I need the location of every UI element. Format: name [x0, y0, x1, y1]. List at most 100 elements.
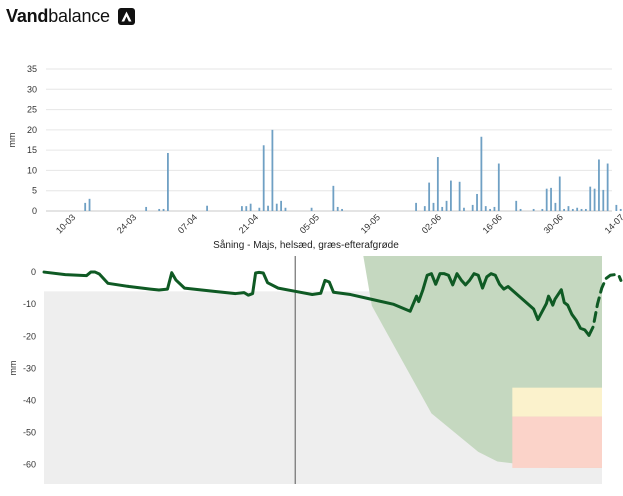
- x-tick-label: 19-05: [359, 212, 382, 235]
- rain-bar: [484, 206, 487, 211]
- rain-bar: [541, 208, 544, 211]
- precipitation-y-label: mm: [7, 133, 17, 148]
- rain-bar: [415, 202, 417, 211]
- y-tick-label: 0: [31, 267, 36, 277]
- y-tick-label: -10: [23, 299, 36, 309]
- warning-band: [512, 387, 602, 417]
- rain-bar: [450, 180, 452, 211]
- rain-bar: [515, 200, 518, 211]
- rain-bar: [284, 207, 287, 211]
- rain-bar: [280, 200, 283, 211]
- rain-bar: [275, 203, 278, 211]
- rain-bar: [249, 203, 252, 211]
- rain-bar: [480, 136, 483, 211]
- forecast-water-line: [587, 273, 623, 337]
- x-tick-label: 16-06: [481, 212, 504, 235]
- rain-bar: [550, 187, 552, 211]
- x-tick-label: 02-06: [420, 212, 443, 235]
- water-balance-line: [42, 270, 591, 337]
- rain-bar: [206, 205, 208, 211]
- rain-bar: [619, 208, 622, 211]
- rain-bar: [519, 208, 522, 211]
- rain-bar: [441, 206, 444, 211]
- precipitation-bar-chart: 0 5 10 15 20 25 30 35 10-03 24-03 07-04 21-04 05-05…: [7, 64, 623, 250]
- rain-bar: [598, 159, 600, 211]
- rain-bar: [341, 208, 343, 211]
- mountain-logo-icon: [117, 7, 135, 25]
- rain-bar: [241, 206, 243, 211]
- rain-bar: [602, 189, 605, 211]
- rain-bar: [145, 206, 148, 211]
- x-tick-label: 05-05: [298, 212, 321, 235]
- x-tick-label: 14-07: [603, 212, 623, 235]
- rain-bar: [545, 188, 548, 211]
- critical-band: [512, 416, 602, 468]
- precipitation-x-ticks: 10-03 24-03 07-04 21-04 05-05 19-05 02-06 16-06…: [54, 212, 623, 235]
- y-tick-label: 15: [27, 145, 37, 155]
- y-tick-label: 35: [27, 64, 37, 74]
- page-title: Vandbalance: [6, 5, 110, 26]
- rain-bar: [167, 152, 169, 211]
- y-tick-label: 10: [27, 165, 37, 175]
- y-tick-label: 25: [27, 105, 37, 115]
- rain-bar: [554, 202, 557, 211]
- rain-bar: [428, 182, 431, 211]
- rain-bar: [88, 198, 91, 211]
- water-balance-y-label: mm: [8, 361, 18, 376]
- rain-bar: [258, 207, 261, 211]
- app-header: Vandbalance: [6, 4, 135, 28]
- y-tick-label: -30: [23, 363, 36, 373]
- water-balance-zones: [44, 256, 602, 484]
- x-tick-label: 24-03: [115, 212, 138, 235]
- rain-bar: [580, 208, 583, 211]
- rain-bar: [567, 206, 570, 211]
- x-tick-label: 30-06: [542, 212, 565, 235]
- precipitation-grid: [46, 68, 612, 212]
- rain-bar: [310, 207, 313, 211]
- forecast-zone: [363, 256, 602, 468]
- rain-bar: [584, 208, 587, 211]
- rain-bar: [571, 208, 574, 211]
- rain-bar: [576, 207, 579, 211]
- y-tick-label: -20: [23, 331, 36, 341]
- rain-bar: [423, 206, 426, 211]
- rain-bar: [436, 157, 439, 211]
- x-tick-label: 21-04: [237, 212, 260, 235]
- rain-bar: [267, 205, 269, 211]
- rain-bar: [336, 206, 339, 211]
- water-balance-y-ticks: 0 -10 -20 -30 -40 -50 -60: [23, 267, 36, 470]
- y-tick-label: 0: [32, 206, 37, 216]
- rain-bar: [162, 208, 165, 211]
- precipitation-y-ticks: 0 5 10 15 20 25 30 35: [27, 64, 37, 216]
- rain-bar: [458, 181, 461, 211]
- crop-subtitle: Såning - Majs, helsæd, græs-efterafgrøde: [213, 239, 399, 250]
- reserve-zone: [44, 291, 602, 484]
- rain-bar: [471, 204, 474, 211]
- precipitation-bars: [84, 129, 622, 211]
- rain-bar: [476, 193, 478, 211]
- rain-bar: [463, 207, 465, 211]
- x-tick-label: 07-04: [176, 212, 199, 235]
- y-tick-label: -40: [23, 396, 36, 406]
- rain-bar: [593, 188, 596, 211]
- rain-bar: [606, 163, 609, 211]
- rain-bar: [84, 202, 87, 211]
- rain-bar: [493, 206, 496, 211]
- rain-bar: [332, 185, 335, 211]
- rain-bar: [489, 208, 491, 211]
- y-tick-label: 30: [27, 84, 37, 94]
- rain-bar: [271, 129, 274, 211]
- rain-bar: [445, 200, 448, 211]
- y-tick-label: 20: [27, 125, 37, 135]
- rain-bar: [158, 208, 161, 211]
- rain-bar: [589, 186, 592, 211]
- y-tick-label: 5: [32, 186, 37, 196]
- rain-bar: [558, 176, 561, 211]
- rain-bar: [245, 206, 248, 211]
- rain-bar: [563, 208, 566, 211]
- y-tick-label: -60: [23, 460, 36, 470]
- x-tick-label: 10-03: [54, 212, 77, 235]
- rain-bar: [432, 202, 435, 211]
- y-tick-label: -50: [23, 428, 36, 438]
- rain-bar: [497, 163, 500, 211]
